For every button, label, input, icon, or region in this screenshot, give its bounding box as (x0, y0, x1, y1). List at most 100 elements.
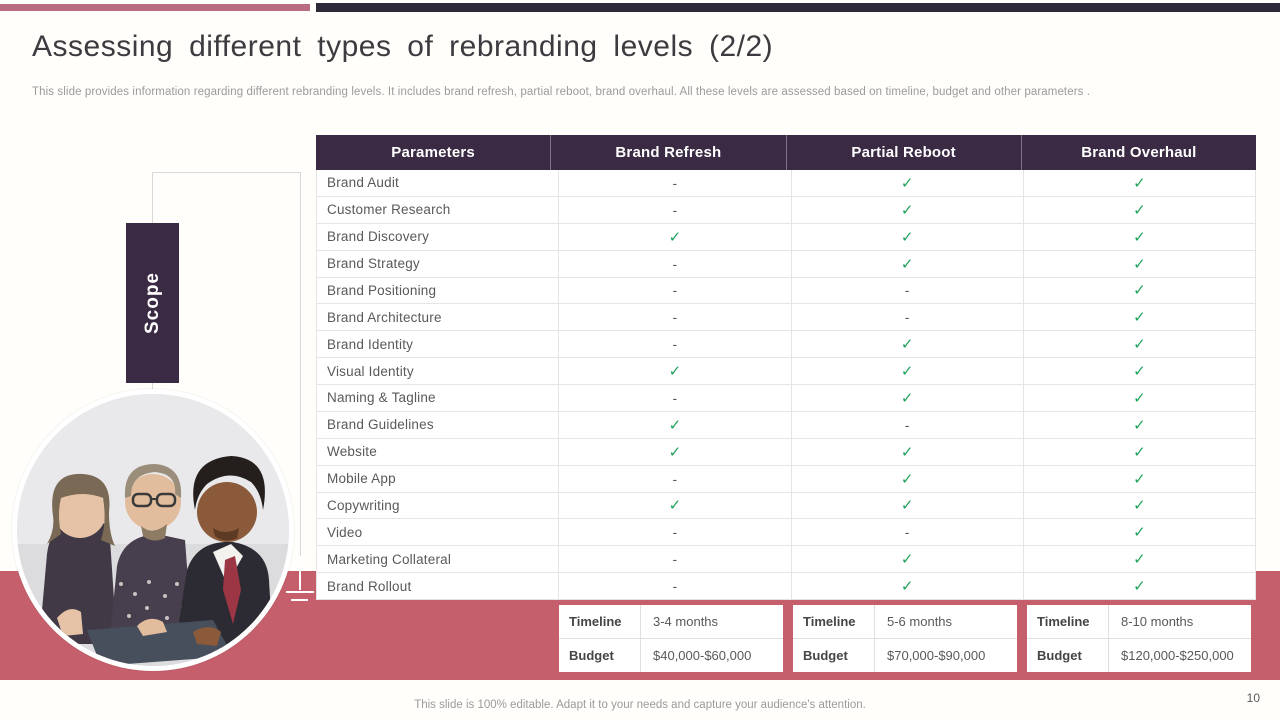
check-icon: ✓ (558, 492, 790, 519)
check-icon: ✓ (790, 438, 1023, 465)
slide-subtitle: This slide provides information regardin… (32, 86, 1091, 98)
check-icon: ✓ (558, 411, 790, 438)
check-icon: ✓ (1022, 411, 1255, 438)
check-icon: ✓ (1022, 573, 1255, 599)
timeline-label: Timeline (559, 605, 641, 638)
check-icon: ✓ (558, 438, 790, 465)
top-accent-bar-right (316, 3, 1280, 12)
brand-overhaul-info-box: Timeline 8-10 months Budget $120,000-$25… (1024, 602, 1254, 675)
parameter-cell: Brand Architecture (327, 309, 442, 325)
parameter-cell: Marketing Collateral (327, 551, 452, 567)
check-icon: ✓ (1022, 250, 1255, 277)
column-header-parameters: Parameters (391, 144, 475, 161)
dash-mark: - (558, 385, 790, 411)
table-row: Brand Strategy - ✓ ✓ (317, 249, 1255, 277)
check-icon: ✓ (1022, 331, 1255, 358)
rebranding-levels-table: Parameters Brand Refresh Partial Reboot … (316, 135, 1256, 600)
dash-mark: - (790, 411, 1023, 438)
timeline-value: 5-6 months (887, 614, 953, 629)
table-body: Brand Audit - ✓ ✓ Customer Research - ✓ ✓ Brand … (316, 170, 1256, 600)
check-icon: ✓ (790, 223, 1023, 250)
table-row: Customer Research - ✓ ✓ (317, 195, 1255, 223)
scope-label-tab: Scope (126, 223, 179, 383)
table-row: Brand Guidelines ✓ - ✓ (317, 410, 1255, 438)
scope-label: Scope (141, 271, 163, 335)
check-icon: ✓ (1022, 546, 1255, 573)
check-icon: ✓ (790, 546, 1023, 573)
check-icon: ✓ (790, 170, 1023, 196)
check-icon: ✓ (1022, 385, 1255, 411)
parameter-cell: Brand Discovery (327, 229, 430, 245)
parameter-cell: Brand Identity (327, 336, 414, 352)
dash-mark: - (558, 519, 790, 546)
check-icon: ✓ (1022, 438, 1255, 465)
check-icon: ✓ (790, 196, 1023, 223)
ground-symbol-line (299, 556, 301, 590)
footer-note: This slide is 100% editable. Adapt it to… (414, 699, 866, 711)
check-icon: ✓ (790, 385, 1023, 411)
table-row: Copywriting ✓ ✓ ✓ (317, 491, 1255, 519)
check-icon: ✓ (1022, 304, 1255, 331)
page-number: 10 (1246, 691, 1260, 705)
column-header-partial-reboot: Partial Reboot (785, 135, 1021, 170)
check-icon: ✓ (1022, 196, 1255, 223)
table-row: Naming & Tagline - ✓ ✓ (317, 384, 1255, 411)
parameter-cell: Brand Rollout (327, 578, 412, 594)
parameter-cell: Mobile App (327, 471, 396, 487)
check-icon: ✓ (790, 573, 1023, 599)
table-row: Visual Identity ✓ ✓ ✓ (317, 357, 1255, 384)
column-header-brand-overhaul: Brand Overhaul (1020, 135, 1256, 170)
check-icon: ✓ (790, 331, 1023, 358)
dash-mark: - (790, 304, 1023, 331)
partial-reboot-info-box: Timeline 5-6 months Budget $70,000-$90,0… (790, 602, 1020, 675)
parameter-cell: Brand Positioning (327, 282, 437, 298)
timeline-row: Timeline 5-6 months (793, 605, 1017, 638)
budget-label: Budget (559, 639, 641, 672)
ground-symbol-line (291, 599, 308, 601)
budget-value: $120,000-$250,000 (1121, 648, 1234, 663)
table-row: Brand Identity - ✓ ✓ (317, 330, 1255, 358)
budget-label: Budget (1027, 639, 1109, 672)
timeline-label: Timeline (1027, 605, 1109, 638)
column-header-brand-refresh: Brand Refresh (550, 135, 785, 170)
parameter-cell: Copywriting (327, 497, 400, 513)
check-icon: ✓ (790, 465, 1023, 492)
timeline-label: Timeline (793, 605, 875, 638)
page-title: Assessing different types of rebranding … (32, 30, 774, 63)
budget-value: $70,000-$90,000 (887, 648, 986, 663)
check-icon: ✓ (1022, 465, 1255, 492)
budget-row: Budget $120,000-$250,000 (1027, 638, 1251, 672)
parameter-cell: Brand Strategy (327, 256, 420, 272)
table-row: Brand Audit - ✓ ✓ (317, 170, 1255, 196)
budget-row: Budget $70,000-$90,000 (793, 638, 1017, 672)
budget-value: $40,000-$60,000 (653, 648, 752, 663)
dash-mark: - (558, 170, 790, 196)
dash-mark: - (558, 546, 790, 573)
parameter-cell: Customer Research (327, 202, 451, 218)
table-row: Video - - ✓ (317, 518, 1255, 546)
check-icon: ✓ (790, 492, 1023, 519)
ground-symbol-line (286, 591, 314, 593)
table-row: Marketing Collateral - ✓ ✓ (317, 545, 1255, 573)
team-photo-illustration (17, 394, 289, 666)
check-icon: ✓ (1022, 170, 1255, 196)
brand-refresh-info-box: Timeline 3-4 months Budget $40,000-$60,0… (556, 602, 786, 675)
table-header-row: Parameters Brand Refresh Partial Reboot … (316, 135, 1256, 170)
parameter-cell: Website (327, 444, 377, 460)
timeline-value: 3-4 months (653, 614, 719, 629)
check-icon: ✓ (790, 250, 1023, 277)
team-photo (12, 389, 294, 671)
check-icon: ✓ (1022, 519, 1255, 546)
dash-mark: - (558, 196, 790, 223)
parameter-cell: Brand Audit (327, 175, 400, 191)
table-row: Website ✓ ✓ ✓ (317, 437, 1255, 465)
check-icon: ✓ (558, 223, 790, 250)
parameter-cell: Brand Guidelines (327, 417, 434, 433)
dash-mark: - (790, 277, 1023, 304)
check-icon: ✓ (1022, 358, 1255, 384)
parameter-cell: Naming & Tagline (327, 390, 436, 406)
dash-mark: - (558, 250, 790, 277)
table-row: Brand Rollout - ✓ ✓ (317, 572, 1255, 599)
dash-mark: - (790, 519, 1023, 546)
dash-mark: - (558, 465, 790, 492)
